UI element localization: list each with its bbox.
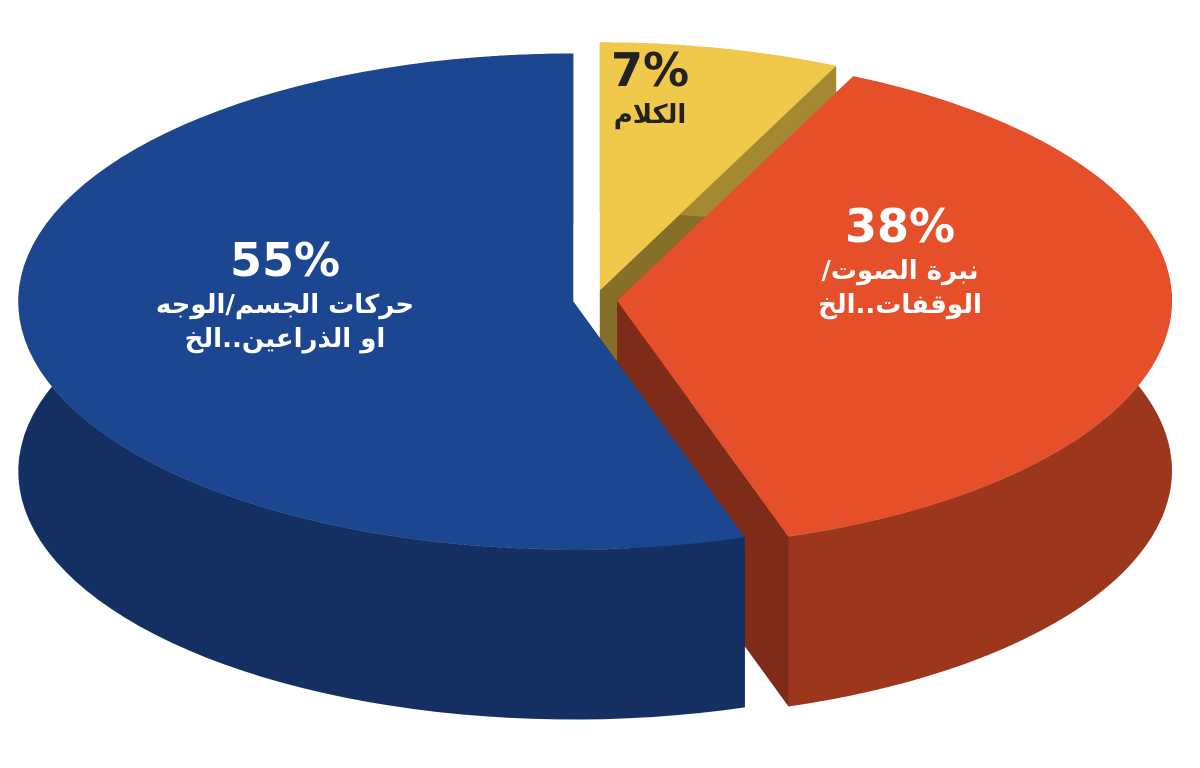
slice — [18, 53, 745, 550]
slice-label: 7% الكلام — [611, 42, 689, 132]
value-label: 7% — [610, 43, 690, 97]
slice-label: 55% حركات الجسم/الوجه او الذراعين..الخ — [156, 232, 414, 356]
category-label: نبرة الصوت/ الوقفات..الخ — [818, 256, 982, 320]
value-label: 38% — [844, 199, 956, 253]
category-label: الكلام — [613, 100, 687, 130]
slice — [617, 76, 1172, 537]
category-label: حركات الجسم/الوجه او الذراعين..الخ — [155, 290, 415, 354]
slice-label: 38% نبرة الصوت/ الوقفات..الخ — [818, 198, 982, 322]
value-label: 55% — [229, 233, 341, 287]
slice — [599, 42, 837, 291]
